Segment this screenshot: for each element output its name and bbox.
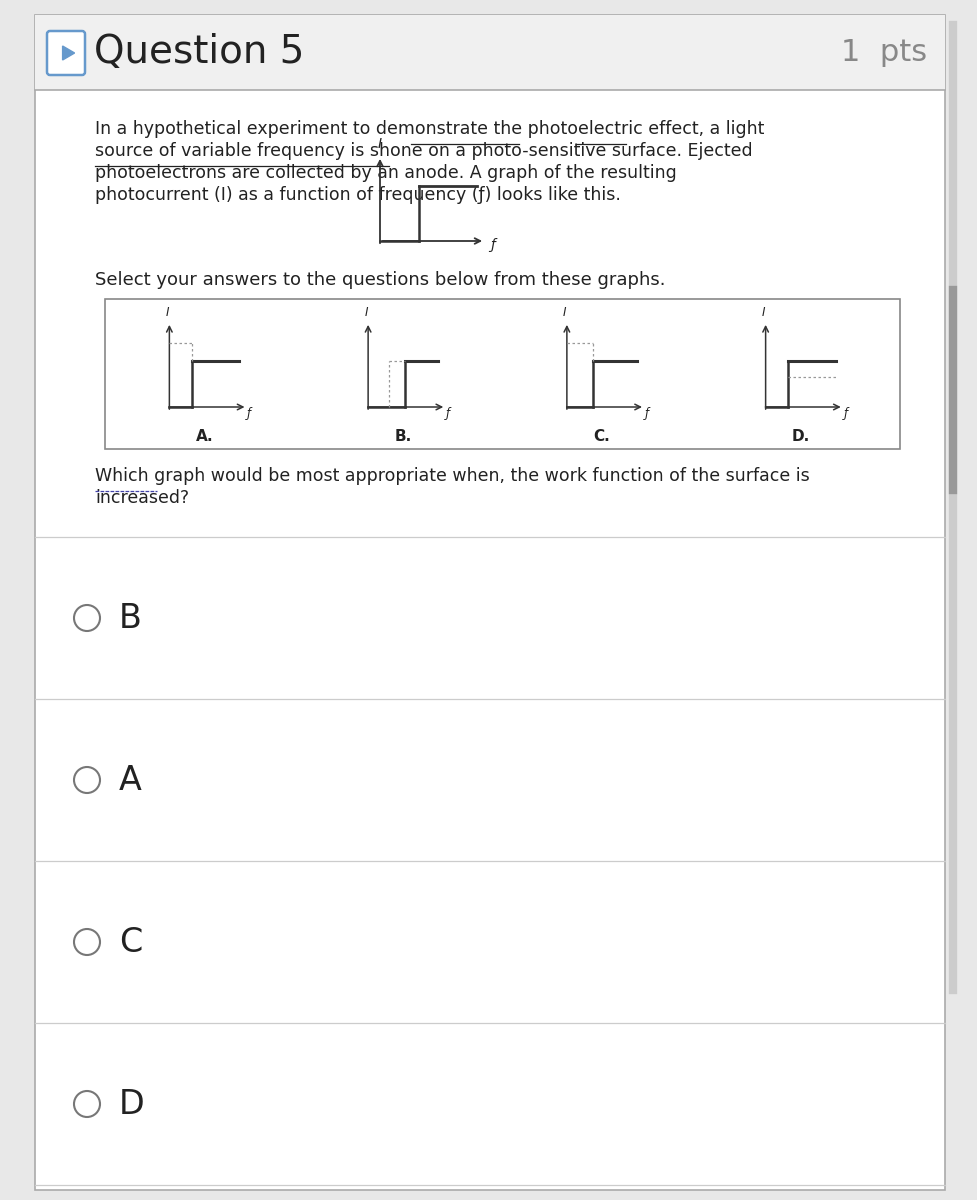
Text: I: I bbox=[165, 306, 169, 319]
Text: D: D bbox=[119, 1087, 145, 1121]
Text: photoelectrons are collected by an anode. A graph of the resulting: photoelectrons are collected by an anode… bbox=[95, 164, 676, 182]
Text: B: B bbox=[119, 601, 142, 635]
Text: ƒ: ƒ bbox=[247, 408, 251, 420]
Bar bbox=[105, 299, 899, 449]
Text: Question 5: Question 5 bbox=[94, 34, 304, 72]
Text: Which graph would be most appropriate when, the work function of the surface is: Which graph would be most appropriate wh… bbox=[95, 467, 809, 485]
Text: I: I bbox=[364, 306, 367, 319]
Text: ƒ: ƒ bbox=[644, 408, 649, 420]
Bar bbox=[35, 14, 944, 90]
FancyBboxPatch shape bbox=[47, 31, 85, 74]
Text: photocurrent (I) as a function of frequency (ƒ) looks like this.: photocurrent (I) as a function of freque… bbox=[95, 186, 620, 204]
Text: Select your answers to the questions below from these graphs.: Select your answers to the questions bel… bbox=[95, 271, 664, 289]
Text: ƒ: ƒ bbox=[489, 238, 494, 252]
Text: C: C bbox=[119, 925, 142, 959]
Polygon shape bbox=[63, 46, 74, 60]
Text: I: I bbox=[761, 306, 765, 319]
Text: ƒ: ƒ bbox=[843, 408, 847, 420]
Text: I: I bbox=[563, 306, 566, 319]
Text: C.: C. bbox=[593, 428, 610, 444]
Text: A.: A. bbox=[195, 428, 213, 444]
Text: increased?: increased? bbox=[95, 490, 189, 506]
Text: B.: B. bbox=[394, 428, 411, 444]
Text: I: I bbox=[377, 137, 382, 151]
Text: source of variable frequency is shone on a photo-sensitive surface. Ejected: source of variable frequency is shone on… bbox=[95, 142, 752, 160]
Text: A: A bbox=[119, 763, 142, 797]
Text: In a hypothetical experiment to demonstrate the photoelectric effect, a light: In a hypothetical experiment to demonstr… bbox=[95, 120, 764, 138]
Text: D.: D. bbox=[790, 428, 809, 444]
Text: ƒ: ƒ bbox=[446, 408, 449, 420]
Text: 1  pts: 1 pts bbox=[840, 38, 926, 67]
